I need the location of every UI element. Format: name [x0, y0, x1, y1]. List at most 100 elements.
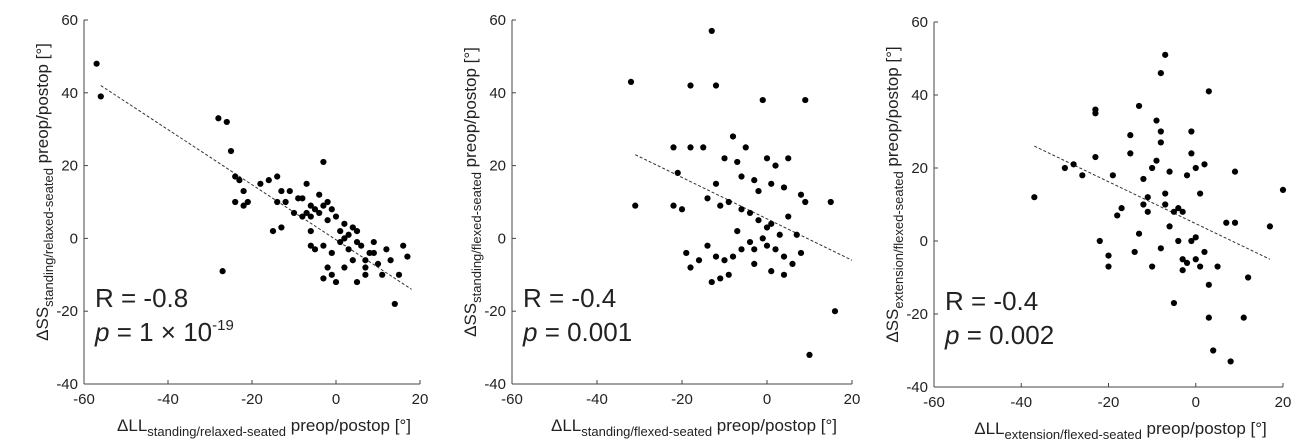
data-point	[1109, 172, 1116, 179]
data-point	[768, 180, 775, 187]
data-point	[353, 228, 361, 235]
data-point	[307, 202, 314, 209]
data-point	[704, 195, 711, 202]
data-point	[290, 209, 298, 217]
y-tick-label: 40	[489, 85, 506, 102]
data-point	[1279, 186, 1287, 193]
data-point	[678, 206, 686, 213]
data-point	[763, 242, 771, 249]
p-value-label: p = 1 × 10-19	[94, 317, 234, 347]
data-point	[1118, 205, 1125, 212]
data-point	[1105, 252, 1112, 259]
data-point	[789, 260, 796, 267]
data-point	[780, 253, 788, 260]
data-point	[328, 271, 335, 278]
data-point	[768, 268, 775, 275]
data-point	[1170, 299, 1178, 307]
data-point	[1197, 263, 1204, 270]
data-point	[307, 228, 314, 235]
data-point	[734, 228, 741, 235]
data-point	[1201, 161, 1208, 168]
data-point	[725, 198, 732, 206]
y-axis-label: ΔSSstanding/flexed-seated preop/postop […	[461, 47, 484, 337]
y-tick-label: 0	[920, 233, 928, 250]
data-point	[1223, 219, 1230, 226]
data-point	[320, 242, 327, 249]
data-point	[746, 209, 754, 217]
data-point	[362, 271, 369, 278]
data-point	[307, 242, 314, 249]
data-point	[700, 144, 707, 151]
y-tick-label: 20	[489, 158, 506, 175]
data-point	[802, 198, 809, 206]
data-point	[768, 220, 775, 227]
data-point	[1144, 208, 1151, 215]
data-point	[1140, 175, 1147, 183]
data-point	[827, 198, 834, 206]
data-point	[328, 206, 335, 213]
data-point	[320, 202, 327, 209]
data-point	[1179, 208, 1186, 215]
y-tick-label: -20	[484, 303, 506, 320]
y-tick-label: 40	[61, 85, 78, 102]
data-point	[1135, 102, 1143, 110]
data-point	[1201, 248, 1208, 256]
data-point	[387, 257, 394, 264]
x-tick-label: 20	[844, 391, 861, 408]
data-point	[1205, 281, 1212, 288]
data-point	[1179, 256, 1186, 263]
x-tick-label: 20	[1275, 394, 1292, 411]
data-point	[278, 187, 285, 195]
data-point	[1183, 172, 1191, 179]
data-point	[278, 224, 285, 231]
data-point	[240, 202, 247, 209]
data-point	[320, 275, 327, 282]
data-point	[751, 177, 758, 184]
data-point	[1231, 219, 1239, 226]
data-point	[1214, 263, 1221, 270]
x-tick-label: -20	[1098, 394, 1120, 411]
data-point	[772, 246, 779, 253]
data-point	[236, 177, 243, 184]
data-point	[299, 213, 306, 220]
data-point	[370, 249, 377, 257]
data-point	[93, 60, 100, 67]
data-point	[391, 300, 398, 308]
data-point	[349, 257, 356, 264]
y-tick-label: 20	[911, 160, 928, 177]
data-point	[353, 278, 361, 286]
data-point	[1092, 110, 1099, 117]
data-point	[1231, 168, 1239, 175]
trend-line	[1034, 145, 1271, 260]
data-point	[670, 202, 677, 209]
data-point	[324, 217, 331, 224]
data-point	[332, 278, 340, 286]
x-tick-label: -20	[671, 391, 693, 408]
data-point	[1061, 164, 1068, 172]
data-point	[374, 260, 382, 267]
data-point	[311, 206, 319, 213]
data-point	[1031, 194, 1038, 201]
data-point	[1166, 168, 1173, 175]
data-point	[1127, 150, 1134, 157]
data-point	[1210, 347, 1217, 354]
data-point	[395, 271, 403, 278]
data-point	[307, 213, 314, 220]
data-point	[282, 198, 289, 206]
data-point	[1162, 190, 1169, 197]
x-tick-label: -20	[241, 391, 263, 408]
data-point	[232, 173, 239, 180]
data-point	[274, 198, 281, 206]
data-point	[712, 253, 720, 260]
data-point	[721, 257, 728, 264]
data-point	[1188, 237, 1195, 245]
data-point	[751, 246, 758, 253]
data-point	[687, 264, 694, 271]
data-point	[316, 209, 323, 217]
y-tick-label: 60	[911, 14, 928, 31]
data-point	[404, 253, 411, 260]
data-point	[763, 224, 771, 231]
